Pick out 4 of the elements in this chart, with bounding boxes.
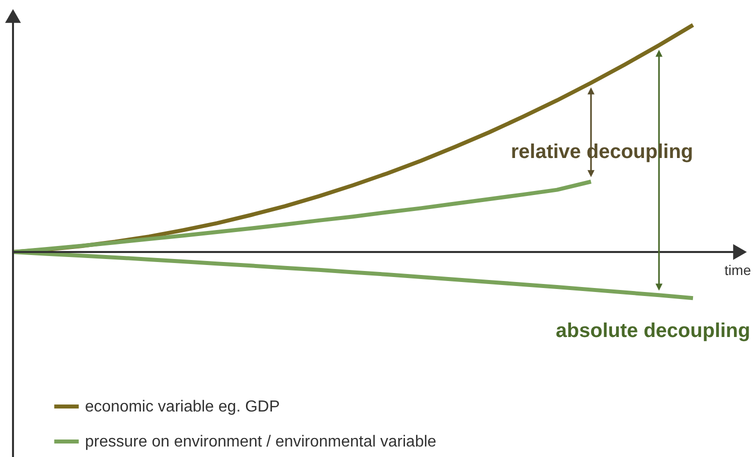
legend-label: economic variable eg. GDP [85,398,280,416]
x-axis-title: time [724,262,752,278]
legend-label: pressure on environment / environmental variable [85,434,436,450]
text: absolute decoupling [556,320,750,342]
